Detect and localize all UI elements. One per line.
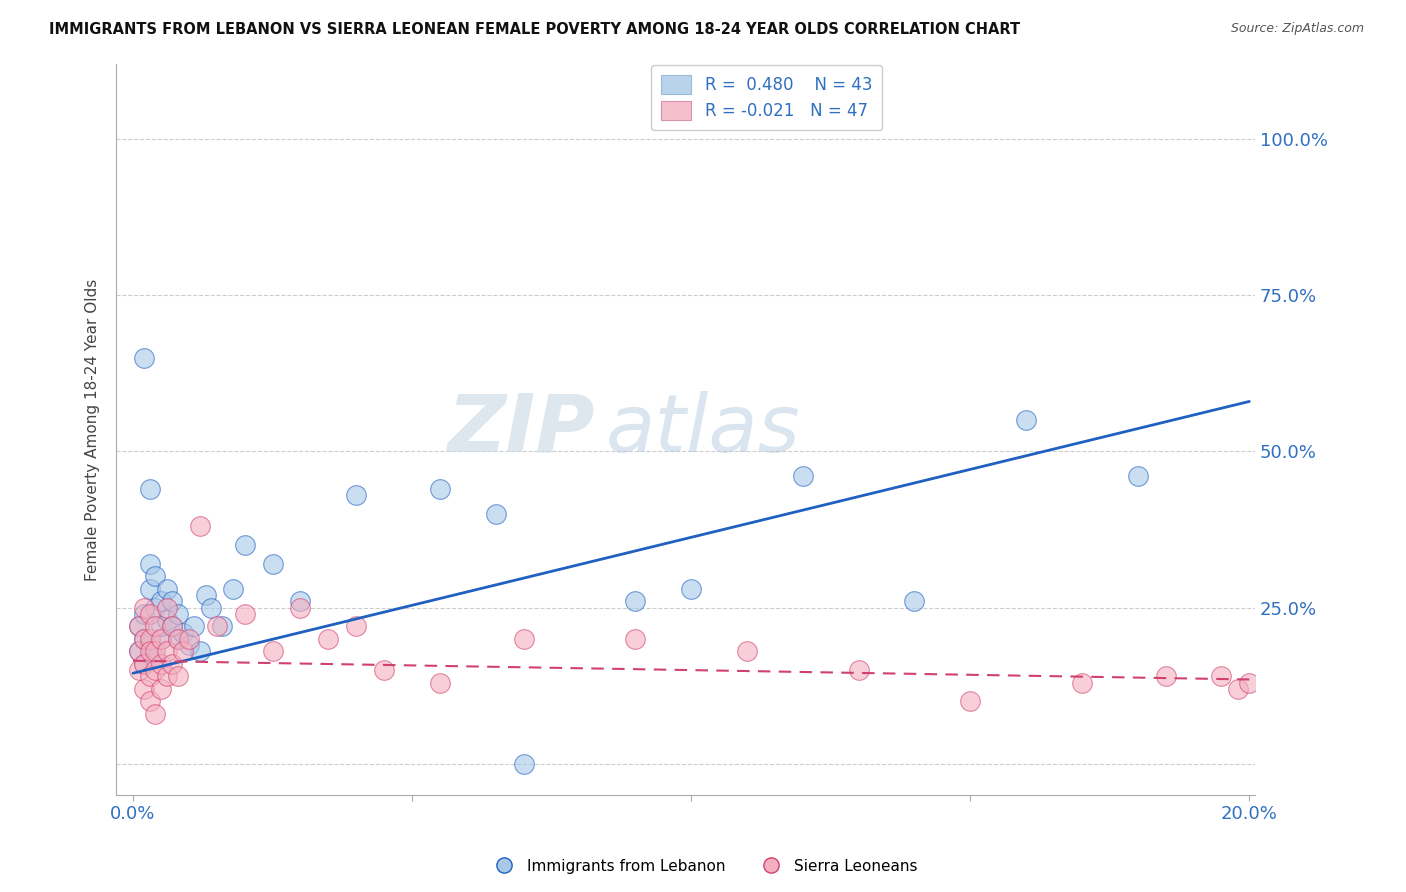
Point — [134, 632, 156, 646]
Text: Source: ZipAtlas.com: Source: ZipAtlas.com — [1230, 22, 1364, 36]
Point — [177, 638, 200, 652]
Point — [149, 681, 172, 696]
Point — [128, 644, 150, 658]
Point — [290, 594, 312, 608]
Point — [143, 663, 166, 677]
Point — [194, 588, 217, 602]
Point — [155, 582, 177, 596]
Point — [512, 632, 534, 646]
Point — [290, 600, 312, 615]
Point — [1070, 675, 1092, 690]
Point — [172, 625, 194, 640]
Point — [134, 681, 156, 696]
Point — [485, 507, 508, 521]
Point — [222, 582, 245, 596]
Point — [373, 663, 395, 677]
Point — [188, 519, 211, 533]
Point — [143, 619, 166, 633]
Point — [139, 482, 162, 496]
Point — [211, 619, 233, 633]
Text: IMMIGRANTS FROM LEBANON VS SIERRA LEONEAN FEMALE POVERTY AMONG 18-24 YEAR OLDS C: IMMIGRANTS FROM LEBANON VS SIERRA LEONEA… — [49, 22, 1021, 37]
Point — [139, 644, 162, 658]
Y-axis label: Female Poverty Among 18-24 Year Olds: Female Poverty Among 18-24 Year Olds — [86, 278, 100, 581]
Point — [177, 632, 200, 646]
Point — [134, 351, 156, 365]
Point — [200, 600, 222, 615]
Point — [233, 607, 256, 621]
Point — [134, 607, 156, 621]
Point — [160, 657, 183, 671]
Point — [149, 657, 172, 671]
Point — [1126, 469, 1149, 483]
Point — [143, 650, 166, 665]
Point — [134, 657, 156, 671]
Point — [134, 632, 156, 646]
Point — [160, 619, 183, 633]
Point — [848, 663, 870, 677]
Point — [318, 632, 340, 646]
Point — [166, 632, 188, 646]
Legend: R =  0.480    N = 43, R = -0.021   N = 47: R = 0.480 N = 43, R = -0.021 N = 47 — [651, 65, 882, 130]
Legend: Immigrants from Lebanon, Sierra Leoneans: Immigrants from Lebanon, Sierra Leoneans — [482, 853, 924, 880]
Point — [1154, 669, 1177, 683]
Point — [149, 594, 172, 608]
Point — [155, 644, 177, 658]
Point — [262, 644, 284, 658]
Point — [155, 613, 177, 627]
Point — [172, 644, 194, 658]
Point — [183, 619, 205, 633]
Point — [429, 482, 451, 496]
Point — [128, 644, 150, 658]
Text: ZIP: ZIP — [447, 391, 595, 468]
Point — [143, 706, 166, 721]
Point — [139, 694, 162, 708]
Point — [344, 619, 367, 633]
Point — [149, 619, 172, 633]
Point — [139, 607, 162, 621]
Point — [1015, 413, 1038, 427]
Point — [624, 594, 647, 608]
Point — [233, 538, 256, 552]
Point — [429, 675, 451, 690]
Point — [149, 632, 172, 646]
Point — [155, 600, 177, 615]
Point — [959, 694, 981, 708]
Point — [166, 607, 188, 621]
Point — [128, 619, 150, 633]
Point — [160, 619, 183, 633]
Point — [128, 619, 150, 633]
Point — [188, 644, 211, 658]
Point — [903, 594, 925, 608]
Point — [1227, 681, 1250, 696]
Point — [1239, 675, 1261, 690]
Point — [128, 663, 150, 677]
Point — [143, 569, 166, 583]
Text: atlas: atlas — [606, 391, 800, 468]
Point — [262, 557, 284, 571]
Point — [205, 619, 228, 633]
Point — [149, 632, 172, 646]
Point — [792, 469, 814, 483]
Point — [139, 669, 162, 683]
Point — [134, 600, 156, 615]
Point — [166, 632, 188, 646]
Point — [735, 644, 758, 658]
Point — [681, 582, 703, 596]
Point — [139, 638, 162, 652]
Point — [512, 756, 534, 771]
Point — [166, 669, 188, 683]
Point — [139, 582, 162, 596]
Point — [155, 669, 177, 683]
Point — [160, 594, 183, 608]
Point — [139, 557, 162, 571]
Point — [139, 632, 162, 646]
Point — [344, 488, 367, 502]
Point — [143, 600, 166, 615]
Point — [1211, 669, 1233, 683]
Point — [143, 644, 166, 658]
Point — [624, 632, 647, 646]
Point — [134, 657, 156, 671]
